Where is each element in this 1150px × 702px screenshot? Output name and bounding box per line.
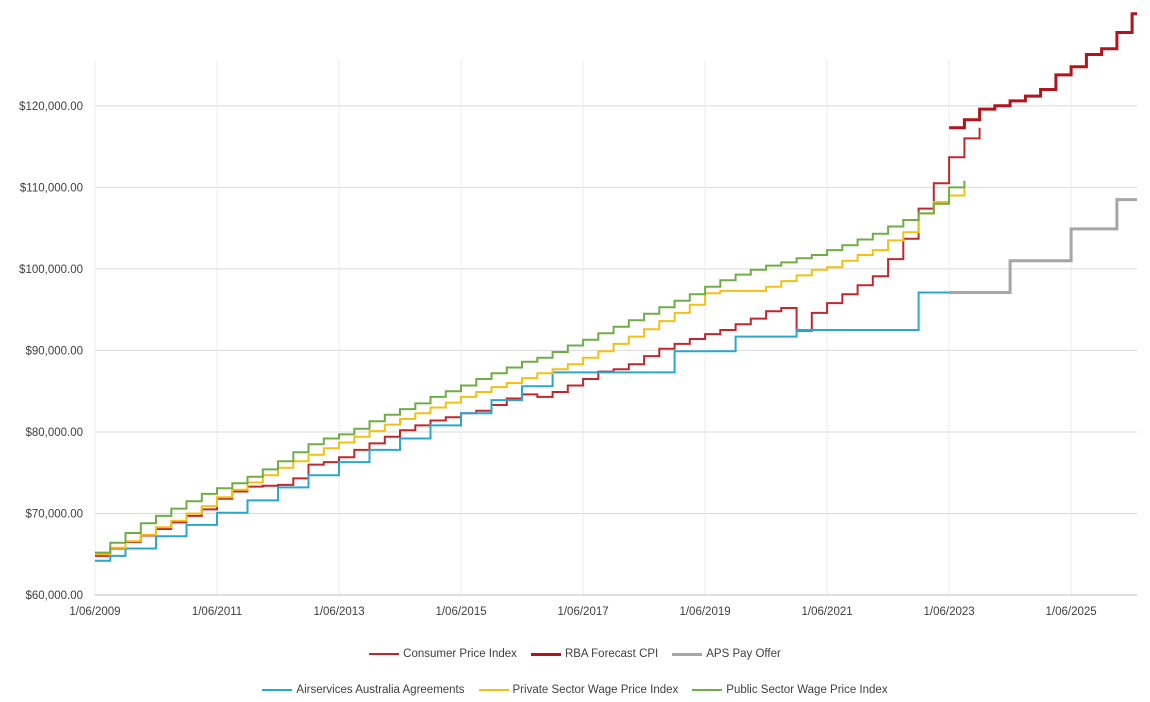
x-tick-label: 1/06/2015: [435, 606, 486, 618]
gridlines: [94, 60, 1137, 596]
public-sector-wage-price-index-line: [95, 180, 966, 554]
x-tick-label: 1/06/2009: [69, 606, 120, 618]
x-tick-label: 1/06/2011: [192, 606, 242, 618]
private-sector-wage-price-index-line: [95, 188, 966, 556]
x-tick-label: 1/06/2025: [1046, 606, 1097, 618]
legend-swatch: [530, 652, 561, 656]
x-tick-label: 1/06/2023: [924, 606, 975, 618]
legend-item: APS Pay Offer: [672, 648, 781, 660]
legend-swatch: [692, 689, 723, 691]
y-tick-label: $120,000.00: [19, 101, 83, 113]
y-tick-label: $60,000.00: [25, 590, 83, 602]
legend-label: Consumer Price Index: [403, 648, 517, 660]
x-tick-label: 1/06/2021: [801, 606, 852, 618]
legend-row-1: Consumer Price Index RBA Forecast CPI APS …: [0, 648, 1150, 660]
x-tick-label: 1/06/2017: [557, 606, 608, 618]
legend-row-2: Airservices Australia Agreements Private …: [0, 684, 1150, 696]
series-lines: [95, 12, 1137, 562]
legend-label: APS Pay Offer: [706, 648, 781, 660]
tick-labels: $60,000.00 $70,000.00 $80,000.00 $90,000.00…: [19, 101, 1097, 618]
legend-swatch: [369, 653, 400, 655]
legend-item: Public Sector Wage Price Index: [692, 684, 888, 696]
x-tick-label: 1/06/2013: [313, 606, 364, 618]
legend-item: Private Sector Wage Price Index: [478, 684, 679, 696]
y-tick-label: $90,000.00: [25, 345, 83, 357]
x-tick-label: 1/06/2019: [679, 606, 730, 618]
rba-forecast-cpi-line: [949, 12, 1137, 130]
legend-label: Private Sector Wage Price Index: [512, 684, 679, 696]
legend-swatch: [672, 652, 703, 656]
legend-item: RBA Forecast CPI: [530, 648, 659, 660]
airservices-australia-agreements-line: [95, 291, 950, 562]
legend-label: Public Sector Wage Price Index: [726, 684, 888, 696]
chart: $60,000.00 $70,000.00 $80,000.00 $90,000.00…: [19, 12, 1137, 618]
legend-item: Airservices Australia Agreements: [262, 684, 465, 696]
legend-swatch: [478, 689, 509, 691]
y-tick-label: $80,000.00: [25, 427, 83, 439]
legend-label: RBA Forecast CPI: [564, 648, 659, 660]
y-tick-label: $70,000.00: [25, 508, 83, 520]
aps-pay-offer-line: [949, 198, 1137, 294]
legend-item: Consumer Price Index: [369, 648, 517, 660]
legend-swatch: [262, 689, 293, 691]
consumer-price-index-line: [95, 127, 981, 557]
legend-label: Airservices Australia Agreements: [296, 684, 465, 696]
y-tick-label: $110,000.00: [20, 182, 83, 194]
y-tick-label: $100,000.00: [19, 264, 83, 276]
